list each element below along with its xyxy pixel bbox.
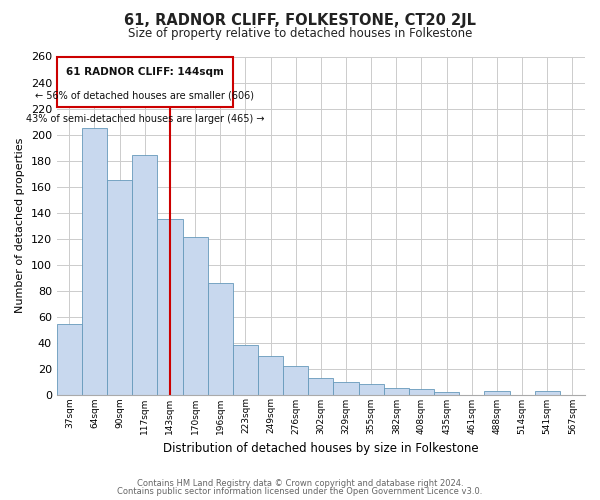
- Bar: [535, 390, 560, 394]
- Bar: [107, 180, 132, 394]
- Bar: [484, 390, 509, 394]
- Text: ← 56% of detached houses are smaller (606): ← 56% of detached houses are smaller (60…: [35, 90, 254, 101]
- Bar: [82, 128, 107, 394]
- Text: Contains HM Land Registry data © Crown copyright and database right 2024.: Contains HM Land Registry data © Crown c…: [137, 478, 463, 488]
- Bar: [308, 378, 334, 394]
- Bar: [258, 356, 283, 395]
- Bar: [384, 388, 409, 394]
- Text: 61 RADNOR CLIFF: 144sqm: 61 RADNOR CLIFF: 144sqm: [66, 66, 224, 76]
- Bar: [359, 384, 384, 394]
- Bar: [157, 219, 182, 394]
- Text: Size of property relative to detached houses in Folkestone: Size of property relative to detached ho…: [128, 28, 472, 40]
- Bar: [434, 392, 459, 394]
- Text: 61, RADNOR CLIFF, FOLKESTONE, CT20 2JL: 61, RADNOR CLIFF, FOLKESTONE, CT20 2JL: [124, 12, 476, 28]
- Bar: [182, 237, 208, 394]
- Bar: [57, 324, 82, 394]
- Bar: [233, 345, 258, 395]
- Text: Contains public sector information licensed under the Open Government Licence v3: Contains public sector information licen…: [118, 487, 482, 496]
- Bar: [283, 366, 308, 394]
- FancyBboxPatch shape: [57, 56, 233, 107]
- Bar: [208, 282, 233, 395]
- Y-axis label: Number of detached properties: Number of detached properties: [15, 138, 25, 313]
- Bar: [334, 382, 359, 394]
- X-axis label: Distribution of detached houses by size in Folkestone: Distribution of detached houses by size …: [163, 442, 479, 455]
- Text: 43% of semi-detached houses are larger (465) →: 43% of semi-detached houses are larger (…: [26, 114, 264, 124]
- Bar: [409, 390, 434, 394]
- Bar: [132, 156, 157, 394]
